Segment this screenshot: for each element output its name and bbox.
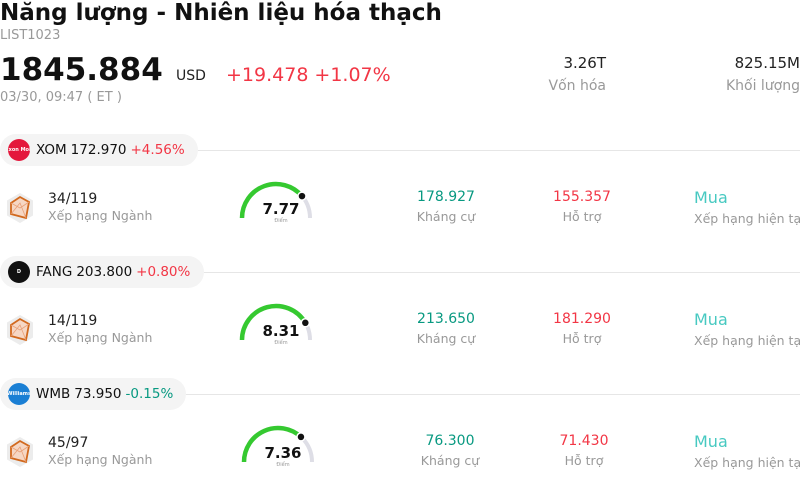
current-rating-label: Xếp hạng hiện tại [694,455,800,470]
stock-price: 203.800 [76,264,133,280]
score-gauge [238,178,324,226]
stock-symbol: WMB [36,386,71,402]
industry-rank-label: Xếp hạng Ngành [48,208,153,223]
market-cap-stat: 3.26T Vốn hóa [549,54,606,94]
score-gauge [240,422,326,470]
score-label: Điểm [274,218,288,224]
stock-chip-fang[interactable]: D FANG 203.800 +0.80% [0,256,204,288]
row-divider [198,150,800,151]
stock-price: 172.970 [70,142,127,158]
currency-label: USD [176,68,206,84]
list-code: LIST1023 [0,28,61,43]
industry-rank-label: Xếp hạng Ngành [48,452,153,467]
company-logo-icon: Exxon Mobil [8,139,30,161]
resistance-label: Kháng cự [416,209,476,224]
current-rating: Mua [694,310,728,329]
stock-change: +4.56% [130,142,185,158]
stock-symbol: FANG [36,264,73,280]
score-label: Điểm [274,340,288,346]
industry-rank-value: 45/97 [48,435,89,451]
score-value: 7.77 [262,200,300,218]
score-value: 7.36 [264,444,302,462]
gauge-needle-dot [297,191,307,201]
current-rating: Mua [694,188,728,207]
stock-change: -0.15% [125,386,174,402]
rank-badge-icon [6,192,34,224]
change-value: +19.478 [226,64,309,86]
rank-badge-icon [6,436,34,468]
resistance-value: 76.300 [425,433,475,449]
stock-price: 73.950 [74,386,122,402]
page-title: Năng lượng - Nhiên liệu hóa thạch [0,0,442,26]
gauge-needle-dot [296,432,306,442]
industry-rank-value: 34/119 [48,191,98,207]
industry-rank-value: 14/119 [48,313,98,329]
resistance-label: Kháng cự [420,453,480,468]
support-value: 71.430 [559,433,609,449]
resistance-value: 178.927 [417,189,475,205]
score-gauge [238,300,324,348]
volume-label: Khối lượng [725,78,800,94]
timestamp: 03/30, 09:47 ( ET ) [0,90,122,105]
stock-chip-wmb[interactable]: Williams WMB 73.950 -0.15% [0,378,186,410]
index-change: +19.478 +1.07% [226,64,391,86]
row-divider [186,394,800,395]
company-logo-icon: D [8,261,30,283]
support-value: 155.357 [553,189,611,205]
stock-symbol: XOM [36,142,67,158]
score-value: 8.31 [262,322,300,340]
volume-stat: 825.15M Khối lượng [726,54,800,94]
index-price: 1845.884 [0,52,163,88]
gauge-needle-dot [300,318,311,328]
industry-rank-label: Xếp hạng Ngành [48,330,153,345]
market-cap-label: Vốn hóa [548,78,606,94]
volume-value: 825.15M [734,54,800,72]
market-cap-value: 3.26T [563,54,606,72]
resistance-value: 213.650 [417,311,475,327]
stock-change: +0.80% [136,264,191,280]
support-value: 181.290 [553,311,611,327]
support-label: Hỗ trợ [562,209,602,224]
change-percent: +1.07% [314,64,391,86]
current-rating-label: Xếp hạng hiện tại [694,211,800,226]
stock-chip-xom[interactable]: Exxon Mobil XOM 172.970 +4.56% [0,134,198,166]
resistance-label: Kháng cự [416,331,476,346]
support-label: Hỗ trợ [562,331,602,346]
current-rating-label: Xếp hạng hiện tại [694,333,800,348]
row-divider [204,272,800,273]
score-label: Điểm [276,462,290,468]
support-label: Hỗ trợ [564,453,604,468]
rank-badge-icon [6,314,34,346]
company-logo-icon: Williams [8,383,30,405]
current-rating: Mua [694,432,728,451]
